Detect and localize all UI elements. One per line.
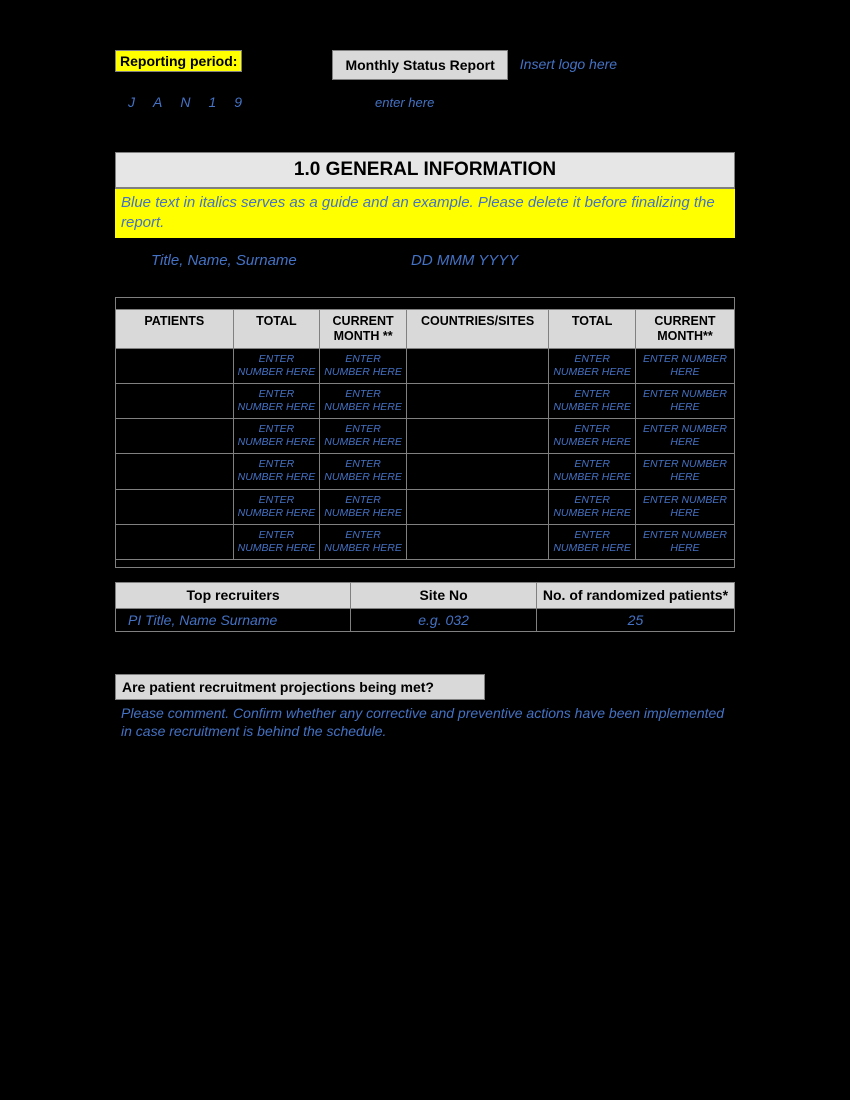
date-placeholder[interactable]: DD MMM YYYY — [411, 252, 518, 269]
table-cell[interactable] — [116, 348, 234, 383]
table-cell[interactable] — [406, 419, 548, 454]
patients-table: PATIENTS TOTAL CURRENT MONTH ** COUNTRIE… — [115, 297, 735, 569]
reporting-period-value[interactable]: JAN19 — [115, 94, 260, 110]
table-cell[interactable]: ENTER NUMBER HERE — [233, 489, 320, 524]
col-patients: PATIENTS — [116, 309, 234, 348]
logo-placeholder[interactable]: Insert logo here — [520, 50, 617, 72]
table-top-bar — [116, 297, 735, 309]
table-row: ENTER NUMBER HEREENTER NUMBER HEREENTER … — [116, 383, 735, 418]
table-cell[interactable]: ENTER NUMBER HERE — [549, 524, 636, 559]
table-row: ENTER NUMBER HEREENTER NUMBER HEREENTER … — [116, 489, 735, 524]
guide-banner: Blue text in italics serves as a guide a… — [115, 188, 735, 238]
section-1-header: 1.0 GENERAL INFORMATION — [115, 152, 735, 188]
table-cell[interactable]: ENTER NUMBER HERE — [233, 454, 320, 489]
col-site-no: Site No — [351, 583, 537, 609]
table-cell[interactable]: ENTER NUMBER HERE — [320, 454, 407, 489]
table-row: ENTER NUMBER HEREENTER NUMBER HEREENTER … — [116, 348, 735, 383]
table-cell[interactable] — [406, 489, 548, 524]
enter-here-placeholder[interactable]: enter here — [375, 95, 434, 110]
table-cell[interactable]: ENTER NUMBER HERE — [635, 419, 734, 454]
table-cell[interactable]: ENTER NUMBER HERE — [549, 383, 636, 418]
table-cell[interactable]: ENTER NUMBER HERE — [635, 348, 734, 383]
table-cell[interactable]: ENTER NUMBER HERE — [233, 524, 320, 559]
table-cell[interactable] — [116, 383, 234, 418]
col-total-2: TOTAL — [549, 309, 636, 348]
table-cell[interactable]: ENTER NUMBER HERE — [320, 419, 407, 454]
table-cell[interactable]: ENTER NUMBER HERE — [549, 454, 636, 489]
table-cell[interactable]: ENTER NUMBER HERE — [635, 524, 734, 559]
table-cell[interactable]: ENTER NUMBER HERE — [233, 383, 320, 418]
table-cell[interactable]: ENTER NUMBER HERE — [549, 489, 636, 524]
table-cell[interactable] — [406, 454, 548, 489]
table-cell[interactable] — [116, 419, 234, 454]
table-cell[interactable] — [116, 524, 234, 559]
recruiters-table: Top recruiters Site No No. of randomized… — [115, 582, 735, 632]
col-current-month-2: CURRENT MONTH** — [635, 309, 734, 348]
recruitment-question-guide[interactable]: Please comment. Confirm whether any corr… — [115, 700, 735, 740]
table-cell[interactable] — [406, 383, 548, 418]
recruiter-name[interactable]: PI Title, Name Surname — [116, 608, 351, 631]
col-countries-sites: COUNTRIES/SITES — [406, 309, 548, 348]
recruitment-question: Are patient recruitment projections bein… — [115, 674, 485, 700]
table-cell[interactable]: ENTER NUMBER HERE — [635, 454, 734, 489]
report-title: Monthly Status Report — [332, 50, 507, 80]
table-cell[interactable] — [116, 489, 234, 524]
reporting-period-label: Reporting period: — [115, 50, 242, 72]
table-cell[interactable]: ENTER NUMBER HERE — [320, 383, 407, 418]
table-row: ENTER NUMBER HEREENTER NUMBER HEREENTER … — [116, 419, 735, 454]
table-cell[interactable]: ENTER NUMBER HERE — [320, 348, 407, 383]
table-cell[interactable] — [116, 454, 234, 489]
col-top-recruiters: Top recruiters — [116, 583, 351, 609]
table-cell[interactable]: ENTER NUMBER HERE — [549, 419, 636, 454]
table-cell[interactable] — [406, 524, 548, 559]
col-total-1: TOTAL — [233, 309, 320, 348]
table-cell[interactable]: ENTER NUMBER HERE — [233, 419, 320, 454]
table-bottom-bar — [116, 560, 735, 568]
recruiter-patient-count[interactable]: 25 — [536, 608, 734, 631]
table-cell[interactable]: ENTER NUMBER HERE — [635, 489, 734, 524]
table-cell[interactable]: ENTER NUMBER HERE — [320, 524, 407, 559]
table-row: ENTER NUMBER HEREENTER NUMBER HEREENTER … — [116, 454, 735, 489]
table-cell[interactable] — [406, 348, 548, 383]
table-row: ENTER NUMBER HEREENTER NUMBER HEREENTER … — [116, 524, 735, 559]
recruiter-row: PI Title, Name Surname e.g. 032 25 — [116, 608, 735, 631]
table-cell[interactable]: ENTER NUMBER HERE — [549, 348, 636, 383]
recruiter-site-no[interactable]: e.g. 032 — [351, 608, 537, 631]
col-current-month-1: CURRENT MONTH ** — [320, 309, 407, 348]
col-randomized-patients: No. of randomized patients* — [536, 583, 734, 609]
name-placeholder[interactable]: Title, Name, Surname — [151, 252, 411, 269]
table-cell[interactable]: ENTER NUMBER HERE — [635, 383, 734, 418]
table-cell[interactable]: ENTER NUMBER HERE — [320, 489, 407, 524]
table-cell[interactable]: ENTER NUMBER HERE — [233, 348, 320, 383]
